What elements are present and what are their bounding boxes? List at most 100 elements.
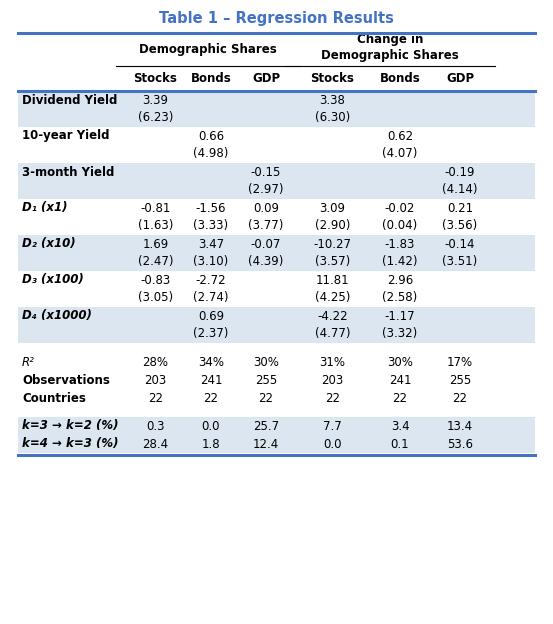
Text: -0.81: -0.81 [140,202,171,215]
Text: Demographic Shares: Demographic Shares [139,42,277,56]
Text: D₄ (x1000): D₄ (x1000) [22,310,92,323]
Text: 0.3: 0.3 [146,419,165,432]
Text: (2.37): (2.37) [194,328,229,341]
Text: 12.4: 12.4 [253,437,279,451]
Text: 0.1: 0.1 [390,437,409,451]
Text: -1.56: -1.56 [196,202,226,215]
Bar [18,435,535,453]
Text: 3.4: 3.4 [390,419,409,432]
Text: (6.30): (6.30) [315,112,350,125]
Text: k=4 → k=3 (%): k=4 → k=3 (%) [22,437,118,451]
Bar [18,91,535,109]
Text: (1.63): (1.63) [138,220,173,233]
Text: 30%: 30% [253,356,279,369]
Text: 241: 241 [389,374,411,386]
Text: -1.17: -1.17 [385,310,415,323]
Text: (3.77): (3.77) [248,220,284,233]
Bar [18,217,535,235]
Text: 0.69: 0.69 [198,310,224,323]
Bar [18,127,535,145]
Text: (4.39): (4.39) [248,255,284,268]
Bar [18,389,535,407]
Text: D₃ (x100): D₃ (x100) [22,273,84,286]
Text: 0.62: 0.62 [387,130,413,142]
Text: 0.66: 0.66 [198,130,224,142]
Bar [18,417,535,435]
Text: 53.6: 53.6 [447,437,473,451]
Text: 255: 255 [449,374,471,386]
Text: Bonds: Bonds [379,72,420,85]
Text: 3.09: 3.09 [320,202,346,215]
Bar [18,307,535,325]
Text: -2.72: -2.72 [196,273,226,286]
Text: (3.51): (3.51) [442,255,478,268]
Bar [18,181,535,199]
Text: (2.74): (2.74) [193,291,229,305]
Text: (1.42): (1.42) [382,255,418,268]
Bar [18,271,535,289]
Text: -0.07: -0.07 [251,238,281,250]
Text: 3-month Yield: 3-month Yield [22,165,114,178]
Bar [18,289,535,307]
Text: 0.21: 0.21 [447,202,473,215]
Text: (2.58): (2.58) [382,291,418,305]
Text: (2.47): (2.47) [138,255,173,268]
Text: 22: 22 [393,391,408,404]
Text: (6.23): (6.23) [138,112,173,125]
Text: (2.97): (2.97) [248,183,284,197]
Text: -0.02: -0.02 [385,202,415,215]
Text: -1.83: -1.83 [385,238,415,250]
Text: 10-year Yield: 10-year Yield [22,130,109,142]
Text: D₁ (x1): D₁ (x1) [22,202,67,215]
Text: (2.90): (2.90) [315,220,350,233]
Text: 17%: 17% [447,356,473,369]
Bar [18,109,535,127]
Text: 255: 255 [255,374,277,386]
Text: Stocks: Stocks [134,72,178,85]
Bar [18,199,535,217]
Text: -0.83: -0.83 [140,273,171,286]
Text: (3.32): (3.32) [382,328,418,341]
Text: 22: 22 [204,391,218,404]
Text: (3.57): (3.57) [315,255,350,268]
Bar [18,371,535,389]
Text: 0.09: 0.09 [253,202,279,215]
Text: 30%: 30% [387,356,413,369]
Text: 22: 22 [148,391,163,404]
Bar [18,325,535,343]
Text: (4.77): (4.77) [315,328,350,341]
Bar [18,353,535,371]
Text: -0.15: -0.15 [251,165,281,178]
Text: (4.98): (4.98) [194,147,229,160]
Text: -10.27: -10.27 [314,238,352,250]
Text: 34%: 34% [198,356,224,369]
Text: 22: 22 [325,391,340,404]
Text: 28%: 28% [143,356,169,369]
Text: 2.96: 2.96 [387,273,413,286]
Text: 1.8: 1.8 [202,437,220,451]
Text: Observations: Observations [22,374,110,386]
Text: 0.0: 0.0 [324,437,342,451]
Text: 31%: 31% [320,356,346,369]
Text: 13.4: 13.4 [447,419,473,432]
Text: D₂ (x10): D₂ (x10) [22,238,76,250]
Text: 25.7: 25.7 [253,419,279,432]
Text: (4.25): (4.25) [315,291,350,305]
Text: Change in
Demographic Shares: Change in Demographic Shares [321,32,459,62]
Bar [18,235,535,253]
Text: 28.4: 28.4 [143,437,169,451]
Text: 7.7: 7.7 [323,419,342,432]
Text: k=3 → k=2 (%): k=3 → k=2 (%) [22,419,118,432]
Bar [18,253,535,271]
Text: (3.33): (3.33) [194,220,228,233]
Text: GDP: GDP [446,72,474,85]
Text: -0.19: -0.19 [445,165,475,178]
Text: 241: 241 [200,374,222,386]
Text: -4.22: -4.22 [317,310,348,323]
Text: -0.14: -0.14 [445,238,475,250]
Text: 203: 203 [144,374,166,386]
Text: GDP: GDP [252,72,280,85]
Text: (3.10): (3.10) [194,255,228,268]
Text: (3.05): (3.05) [138,291,173,305]
Text: Table 1 – Regression Results: Table 1 – Regression Results [159,11,393,26]
